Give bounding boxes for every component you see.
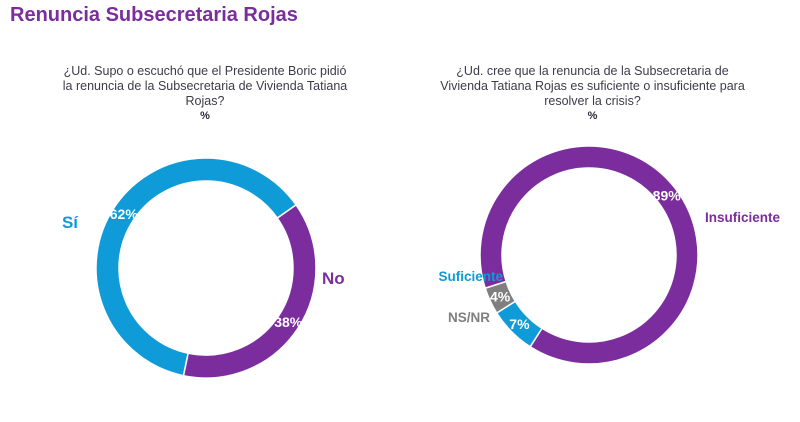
- donut-1-slice-no: [182, 203, 317, 379]
- donut-1-category-no: No: [322, 269, 345, 288]
- question-1: ¿Ud. Supo o escuchó que el Presidente Bo…: [60, 64, 350, 124]
- donut-2-category-suficiente: Suficiente: [438, 269, 503, 284]
- question-2-text: ¿Ud. cree que la renuncia de la Subsecre…: [440, 64, 745, 108]
- donut-2-label-suficiente: 7%: [509, 316, 530, 332]
- donut-2-slice-insuficiente: [479, 145, 699, 365]
- donut-2-category-insuficiente: Insuficiente: [705, 210, 781, 225]
- question-2-unit: %: [587, 110, 598, 122]
- question-1-unit: %: [200, 110, 210, 122]
- donut-1-category-si: Sí: [62, 213, 79, 232]
- question-1-text: ¿Ud. Supo o escuchó que el Presidente Bo…: [62, 64, 348, 108]
- donut-1-label-si: 62%: [110, 206, 139, 222]
- donut-2-category-ns-nr: NS/NR: [448, 310, 490, 325]
- donut-2-slice-ns-nr: [484, 280, 517, 315]
- donut-2-label-insuficiente: 89%: [653, 187, 682, 203]
- donut-1-label-no: 38%: [274, 314, 303, 330]
- question-2: ¿Ud. cree que la renuncia de la Subsecre…: [440, 64, 745, 124]
- donut-1-slice-si: [95, 157, 298, 377]
- page-title: Renuncia Subsecretaria Rojas: [10, 4, 298, 26]
- donut-2-label-ns-nr: 4%: [490, 288, 511, 304]
